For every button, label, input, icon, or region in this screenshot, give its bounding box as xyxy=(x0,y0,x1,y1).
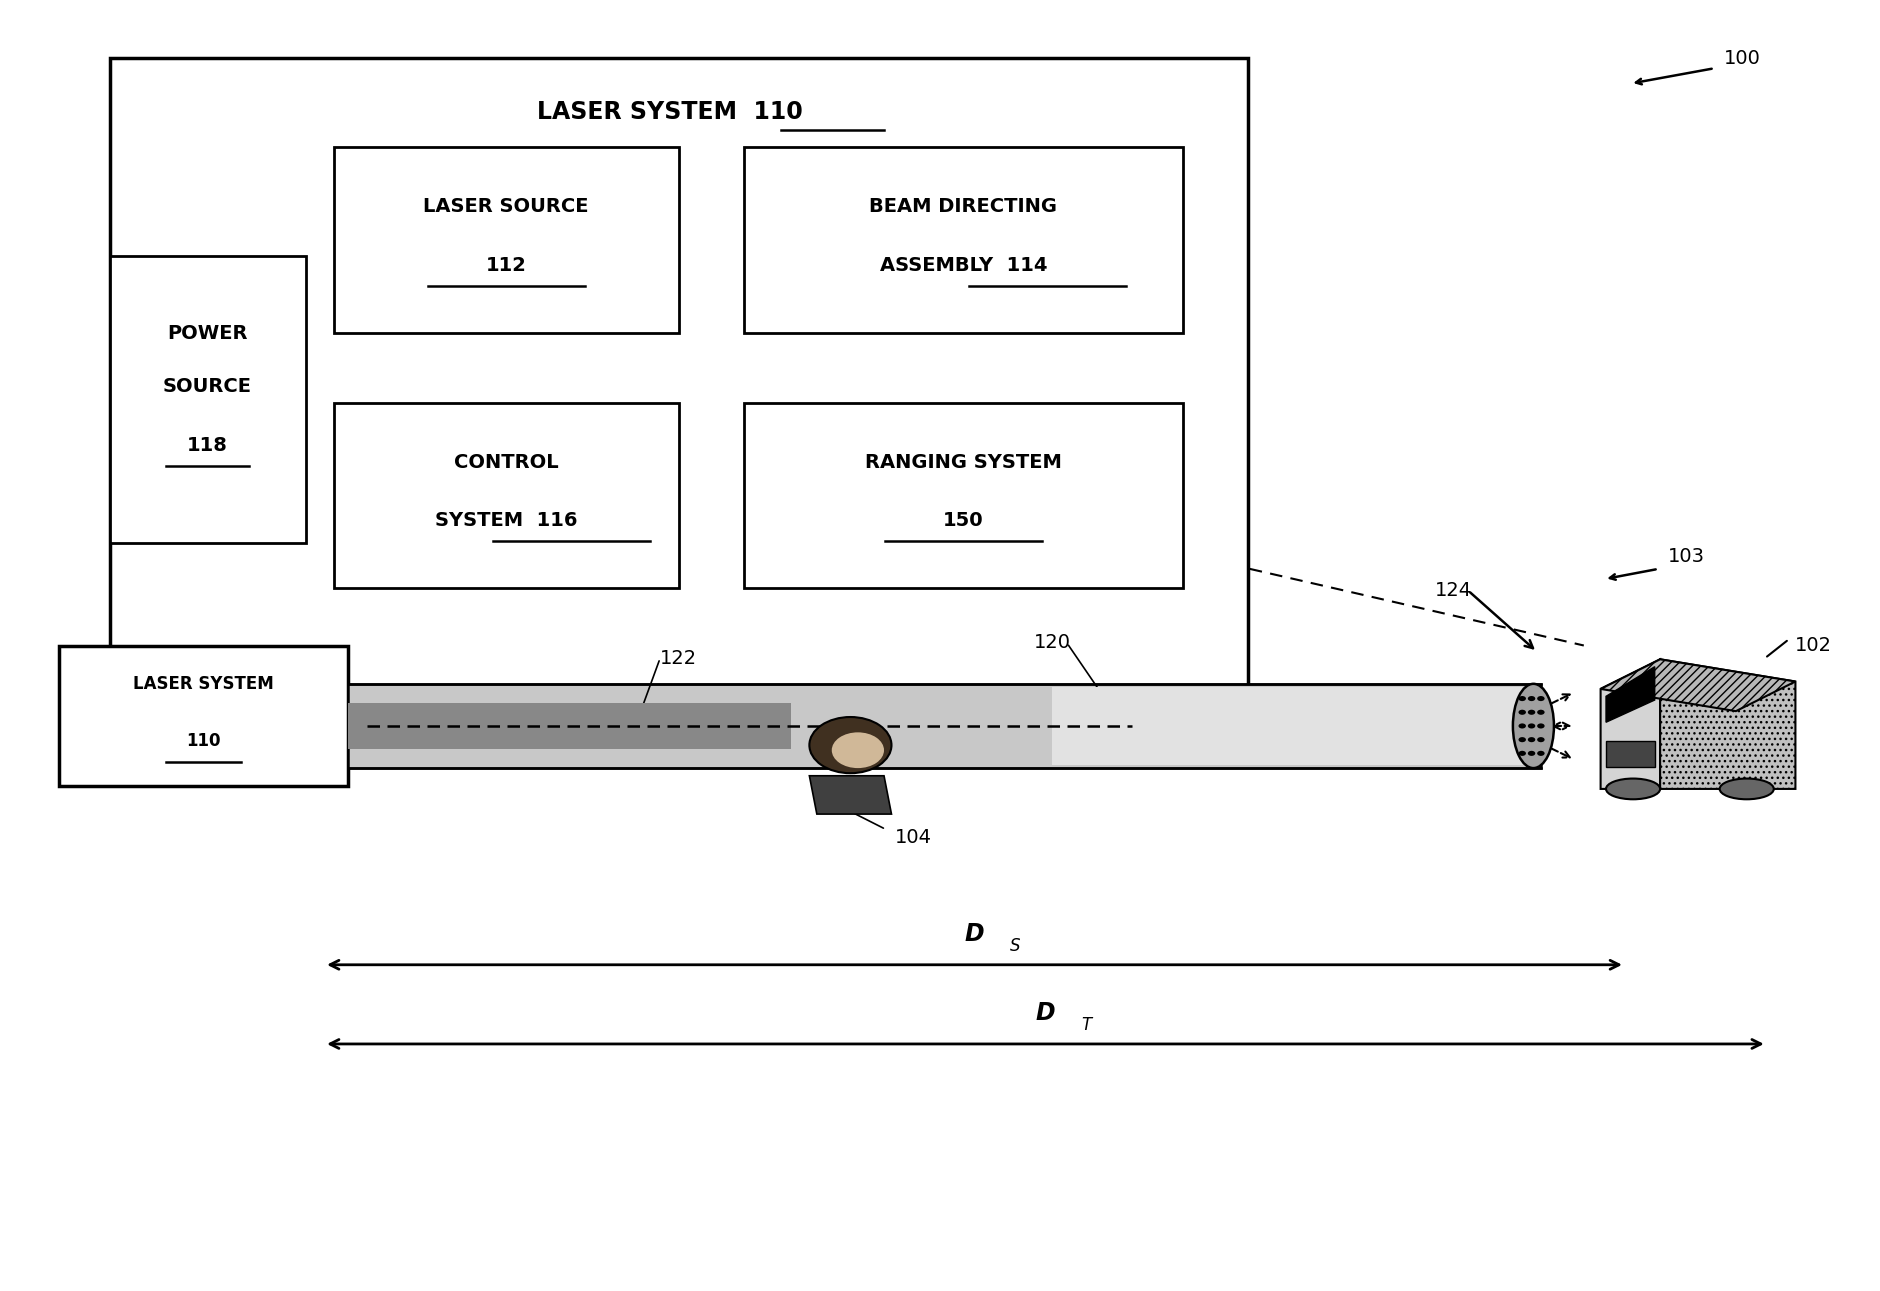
Text: LASER SYSTEM  110: LASER SYSTEM 110 xyxy=(536,99,803,124)
Polygon shape xyxy=(1600,660,1795,711)
Text: 124: 124 xyxy=(1434,581,1472,600)
Ellipse shape xyxy=(1720,778,1773,799)
Circle shape xyxy=(1519,696,1527,701)
Text: BEAM DIRECTING: BEAM DIRECTING xyxy=(869,198,1057,217)
Circle shape xyxy=(1538,696,1545,701)
Polygon shape xyxy=(348,702,791,749)
Polygon shape xyxy=(1600,660,1660,789)
Circle shape xyxy=(1538,710,1545,715)
FancyBboxPatch shape xyxy=(333,403,679,587)
Text: LASER SYSTEM: LASER SYSTEM xyxy=(133,675,274,693)
FancyBboxPatch shape xyxy=(109,256,306,544)
Text: 100: 100 xyxy=(1724,49,1762,67)
Circle shape xyxy=(1538,737,1545,742)
Circle shape xyxy=(831,732,884,768)
Text: 103: 103 xyxy=(1668,546,1705,565)
Ellipse shape xyxy=(1513,684,1555,768)
Text: CONTROL: CONTROL xyxy=(453,453,558,471)
Text: 118: 118 xyxy=(188,436,227,456)
Circle shape xyxy=(1528,696,1536,701)
Circle shape xyxy=(1538,723,1545,728)
Circle shape xyxy=(1519,737,1527,742)
Circle shape xyxy=(1528,737,1536,742)
Text: 104: 104 xyxy=(895,828,932,847)
Text: S: S xyxy=(1010,937,1021,954)
Text: 122: 122 xyxy=(660,649,697,667)
Text: ASSEMBLY  114: ASSEMBLY 114 xyxy=(880,256,1047,275)
Polygon shape xyxy=(1053,687,1527,764)
Circle shape xyxy=(1528,723,1536,728)
FancyBboxPatch shape xyxy=(333,147,679,333)
Text: 112: 112 xyxy=(485,256,526,275)
Polygon shape xyxy=(1606,741,1654,767)
Text: 102: 102 xyxy=(1795,636,1831,655)
Text: POWER: POWER xyxy=(167,324,248,342)
Circle shape xyxy=(1519,710,1527,715)
Text: RANGING SYSTEM: RANGING SYSTEM xyxy=(865,453,1062,471)
Circle shape xyxy=(1528,710,1536,715)
Text: 110: 110 xyxy=(186,732,222,750)
Text: T: T xyxy=(1081,1016,1092,1034)
Text: 150: 150 xyxy=(944,511,983,531)
Text: 120: 120 xyxy=(1034,634,1070,652)
FancyBboxPatch shape xyxy=(58,646,348,786)
Ellipse shape xyxy=(1606,778,1660,799)
Text: SOURCE: SOURCE xyxy=(164,377,252,396)
Circle shape xyxy=(1519,723,1527,728)
Text: SYSTEM  116: SYSTEM 116 xyxy=(434,511,577,531)
Text: D: D xyxy=(964,922,985,946)
Polygon shape xyxy=(1660,660,1795,789)
FancyBboxPatch shape xyxy=(744,403,1183,587)
Circle shape xyxy=(1538,751,1545,757)
Polygon shape xyxy=(1606,666,1654,722)
Text: D: D xyxy=(1036,1002,1055,1025)
Circle shape xyxy=(1519,751,1527,757)
Circle shape xyxy=(810,717,891,773)
Polygon shape xyxy=(810,776,891,815)
FancyBboxPatch shape xyxy=(109,58,1248,697)
FancyBboxPatch shape xyxy=(744,147,1183,333)
Text: LASER SOURCE: LASER SOURCE xyxy=(423,198,588,217)
Polygon shape xyxy=(348,684,1542,768)
Circle shape xyxy=(1528,751,1536,757)
